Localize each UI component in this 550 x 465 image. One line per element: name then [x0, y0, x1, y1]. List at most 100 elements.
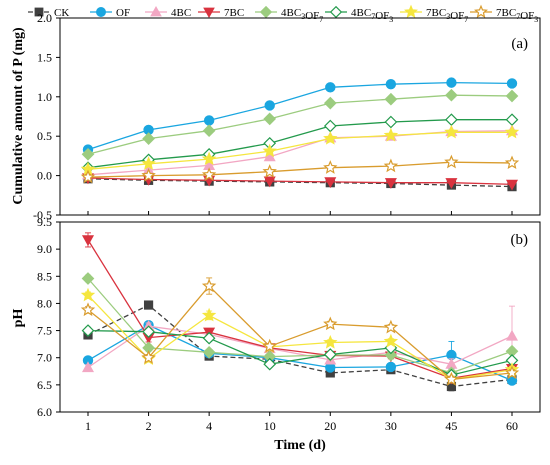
panel-a-point-4bc7of3 [505, 113, 519, 127]
panel-a-point-of [506, 78, 518, 89]
panel-b-point-4bc3of7 [202, 345, 216, 359]
panel-b-point-7bc3of7 [201, 307, 217, 322]
panel-b-point-7bc [81, 235, 95, 247]
panel-a-point-4bc [263, 150, 276, 162]
panel-b-point-ck [143, 300, 154, 310]
panel-a-point-7bc [445, 178, 458, 189]
panel-a-point-7bc7of3 [80, 169, 96, 184]
x-tick-label: 30 [385, 419, 397, 433]
panel-b-point-of [385, 361, 397, 373]
panel-b-y-tick-label: 8.5 [37, 269, 52, 283]
panel-a-point-4bc3of7 [142, 132, 155, 145]
legend-entry-4bc: 4BC [145, 5, 191, 19]
panel-a-point-of [325, 82, 336, 93]
panel-a-point-4bc7of3 [323, 119, 337, 133]
panel-b-series-7bc7of3 [80, 277, 520, 386]
panel-b-y-tick-label: 9.5 [37, 215, 52, 229]
panel-b-frame [59, 221, 541, 413]
panel-a-point-4bc3of7 [384, 92, 398, 106]
panel-a-line-7bc [87, 177, 513, 185]
panel-a-y-tick-label: 1.0 [37, 90, 52, 104]
panel-a-point-of [446, 77, 457, 88]
panel-b-point-4bc7of3 [202, 331, 216, 345]
x-tick-label: 10 [264, 419, 276, 433]
panel-a-point-7bc7of3 [201, 167, 217, 181]
panel-a-point-of [385, 78, 397, 90]
panel-b-label: (b) [511, 232, 529, 248]
panel-a-point-of [264, 100, 275, 111]
legend-label: OF [116, 7, 130, 19]
panel-b-point-7bc3of7 [383, 333, 399, 348]
panel-a-series-7bc7of3 [80, 154, 520, 184]
panel-a-point-of [203, 115, 215, 126]
panel-a-y-tick-label: 1.5 [37, 50, 52, 64]
panel-a-point-7bc [324, 177, 337, 189]
panel-b-point-4bc3of7 [81, 272, 95, 285]
legend-marker [259, 5, 273, 19]
panel-b-y-tick-label: 8.0 [37, 296, 52, 310]
panel-b-point-7bc7of3 [444, 371, 459, 386]
panel-b-y-tick-label: 7.0 [37, 351, 52, 365]
panel-a-series-4bc3of7 [81, 88, 519, 161]
legend-label: 4BC3OF7 [281, 7, 323, 24]
panel-a-point-4bc3of7 [323, 96, 337, 110]
panel-b-point-7bc7of3 [201, 278, 217, 293]
panel-a-line-of [87, 81, 513, 151]
x-tick-label: 45 [445, 419, 457, 433]
legend-marker [34, 7, 44, 17]
legend-label: CK [54, 7, 69, 19]
panel-b-y-axis-label: pH [11, 309, 26, 328]
x-axis-ticks: 1 2 4 10 20 30 45 60 [85, 412, 518, 433]
panel-a-label: (a) [511, 36, 528, 52]
panel-a-point-7bc [384, 178, 397, 189]
legend-label: 4BC [171, 7, 191, 19]
panel-b-point-7bc7of3 [504, 365, 520, 380]
legend-label: 7BC3OF7 [426, 7, 468, 24]
panel-a-point-7bc [263, 176, 276, 188]
panel-a-point-7bc3of7 [262, 143, 277, 158]
panel-b-line-4bc [87, 325, 513, 369]
panel-a-series [80, 77, 520, 192]
panel-b-point-4bc [81, 361, 95, 373]
panel-a-point-4bc7of3 [445, 113, 458, 127]
panel-b-point-4bc7of3 [142, 325, 155, 339]
legend-entry-7bc7of3: 7BC7OF3 [470, 4, 538, 24]
panel-b-line-7bc3of7 [87, 294, 513, 381]
panel-a-y-ticks: 2.0 1.5 1.0 0.5 0.0 -0.5 [33, 11, 513, 222]
panel-a-point-7bc3of7 [504, 124, 520, 139]
panel-a-series-7bc3of7 [80, 124, 520, 176]
legend: CK OF 4BC 7BC 4BC3OF7 4BC7OF3 7BC3OF7 7BC7OF3 [28, 4, 538, 24]
panel-a-line-7bc7of3 [87, 161, 513, 178]
legend-marker [474, 4, 488, 18]
panel-a-point-4bc7of3 [384, 115, 398, 129]
panel-a-point-7bc3of7 [383, 127, 399, 142]
panel-a-point-7bc3of7 [323, 131, 338, 145]
panel-a-point-4bc3of7 [445, 88, 458, 102]
panel-b-point-7bc7of3 [262, 338, 277, 353]
legend-entry-4bc7of3: 4BC7OF3 [325, 5, 393, 24]
panel-a-line-ck [87, 178, 513, 188]
x-tick-label: 20 [324, 419, 336, 433]
panel-a-line-7bc3of7 [87, 131, 512, 170]
x-tick-label: 1 [85, 419, 91, 433]
legend-marker [329, 5, 343, 19]
panel-a-y-tick-label: -0.5 [33, 208, 52, 222]
panel-a-line-4bc7of3 [87, 119, 512, 169]
panel-b-y-tick-label: 6.0 [37, 405, 52, 419]
panel-a-point-7bc7of3 [262, 164, 277, 178]
panel-b-y-tick-label: 7.5 [37, 324, 52, 338]
panel-b-y-ticks: 9.5 9.0 8.5 8.0 7.5 7.0 6.5 6.0 [37, 215, 60, 419]
panel-a-point-7bc7of3 [323, 160, 338, 174]
panel-a-point-4bc3of7 [202, 124, 216, 138]
legend-entry-7bc: 7BC [198, 7, 244, 19]
panel-b-point-7bc7of3 [323, 316, 338, 331]
legend-entry-ck: CK [28, 7, 69, 19]
panel-b-point-7bc7of3 [383, 319, 399, 334]
panel-b-point-7bc3of7 [323, 334, 338, 349]
legend-marker [404, 4, 418, 18]
panel-a-point-4bc3of7 [505, 89, 519, 103]
panel-a-point-4bc3of7 [81, 147, 95, 161]
legend-marker [203, 7, 215, 19]
panel-a-point-7bc3of7 [201, 151, 217, 166]
